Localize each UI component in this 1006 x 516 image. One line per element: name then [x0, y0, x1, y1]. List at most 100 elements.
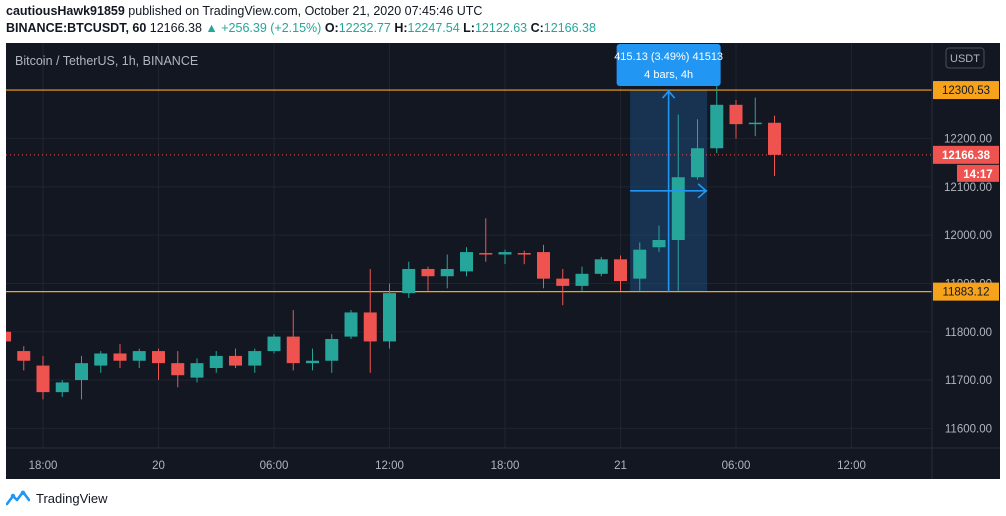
time-tick-label: 06:00: [722, 460, 751, 472]
measure-label-box[interactable]: [616, 44, 721, 86]
candle: [479, 218, 493, 262]
candle-body: [286, 336, 300, 364]
time-tick-label: 21: [614, 460, 627, 472]
time-tick-label: 12:00: [837, 460, 866, 472]
currency-badge[interactable]: USDT: [945, 47, 985, 69]
candles: [6, 85, 781, 400]
candle-body: [267, 336, 281, 352]
author-name[interactable]: cautiousHawk91859: [6, 4, 125, 18]
last-price-tag: [933, 145, 999, 164]
time-axis[interactable]: 18:00 20 06:00 12:00 18:00 21 06:00 12:00: [29, 460, 866, 472]
candle-body: [344, 312, 358, 337]
candle: [209, 351, 223, 373]
candle: [440, 254, 454, 289]
time-tick-label: 18:00: [29, 460, 58, 472]
price-tick-label: 12000.00: [944, 230, 992, 242]
candle-body: [614, 259, 627, 282]
close-label: C:: [530, 21, 544, 35]
candle: [152, 348, 165, 381]
candle: [575, 266, 589, 291]
candle-body: [710, 104, 724, 149]
price-tick-label: 11600.00: [945, 423, 992, 435]
candle: [171, 351, 185, 388]
candle: [594, 256, 608, 277]
price-tick-label: 12100.00: [944, 182, 992, 194]
candle: [363, 268, 377, 373]
candle-body: [55, 382, 69, 393]
candle-body: [652, 240, 666, 248]
price-tick-label: 12200.00: [944, 134, 992, 146]
candle-body: [113, 353, 127, 361]
candle-body: [421, 268, 435, 277]
candle-body: [6, 331, 11, 342]
chart-area[interactable]: 415.13 (3.49%) 41513 4 bars, 4h 11600.00 1…: [6, 43, 1000, 479]
open-value: 12232.77: [338, 21, 391, 35]
candle: [6, 331, 11, 342]
candle-body: [594, 259, 608, 274]
candle: [383, 283, 396, 349]
candle-body: [556, 278, 570, 286]
candle-body: [383, 293, 396, 342]
price-axis[interactable]: 11600.0011700.0011800.0011900.0012000.00…: [944, 134, 992, 436]
horizontal-lines[interactable]: [6, 89, 932, 293]
symbol-label: BINANCE:BTCUSDT, 60: [6, 21, 147, 35]
grid-lines: [6, 43, 932, 448]
candle-body: [633, 249, 647, 279]
candle: [652, 225, 666, 253]
chart-background: [6, 43, 1000, 479]
price-tags: 12300.53 11883.12 12166.38 14:17: [933, 81, 999, 301]
candle: [768, 115, 781, 176]
candle-body: [248, 351, 262, 366]
last-price-text: 12166.38: [149, 21, 202, 35]
candle: [75, 355, 88, 400]
time-tick-label: 18:00: [491, 460, 520, 472]
candle: [248, 348, 262, 373]
time-tick-label: 12:00: [375, 460, 404, 472]
hline-price-tag-text: 11883.12: [942, 287, 989, 299]
candle: [190, 358, 204, 383]
hline-price-tag-text: 12300.53: [942, 85, 990, 97]
candle: [748, 97, 762, 137]
publish-info: cautiousHawk91859 published on TradingVi…: [6, 4, 482, 18]
time-tick-label: 20: [152, 460, 165, 472]
candle: [55, 380, 69, 397]
candle: [537, 244, 550, 289]
tradingview-logo-icon[interactable]: [6, 490, 30, 506]
candle-body: [363, 312, 377, 342]
candle: [132, 348, 146, 368]
candle-body: [94, 353, 108, 366]
candle-body: [768, 122, 781, 155]
candle: [556, 268, 570, 306]
candle-body: [229, 355, 242, 366]
change-text: ▲ +256.39 (+2.15%): [205, 21, 322, 35]
open-label: O:: [324, 21, 339, 35]
candle-body: [575, 273, 589, 286]
candle-body: [691, 148, 704, 178]
low-label: L:: [463, 21, 475, 35]
candle-body: [325, 339, 339, 361]
tradingview-brand[interactable]: TradingView: [36, 490, 108, 506]
candle: [229, 348, 242, 368]
measure-arrow-head-right: [697, 183, 708, 199]
candle-body: [748, 122, 762, 125]
candle: [710, 85, 724, 154]
low-value: 12122.63: [474, 21, 528, 35]
currency-label: USDT: [950, 53, 980, 65]
candle: [729, 99, 743, 139]
footer: TradingView: [6, 486, 108, 510]
measure-label-bars: 4 bars, 4h: [644, 69, 693, 81]
candle-body: [132, 351, 146, 361]
measure-arrow-head-up: [662, 89, 676, 99]
measure-overlay[interactable]: 415.13 (3.49%) 41513 4 bars, 4h: [614, 44, 723, 292]
candle: [633, 242, 647, 291]
candle-body: [306, 360, 319, 364]
time-tick-label: 06:00: [260, 460, 289, 472]
candle: [671, 114, 685, 291]
candle: [113, 343, 127, 368]
last-price-tag-text: 12166.38: [942, 150, 991, 162]
candlestick-chart[interactable]: 415.13 (3.49%) 41513 4 bars, 4h 11600.00 1…: [6, 43, 1000, 479]
countdown-tag-text: 14:17: [963, 169, 992, 181]
candle-body: [479, 253, 493, 255]
hline-price-tag: [933, 81, 999, 100]
candle-body: [171, 363, 185, 376]
